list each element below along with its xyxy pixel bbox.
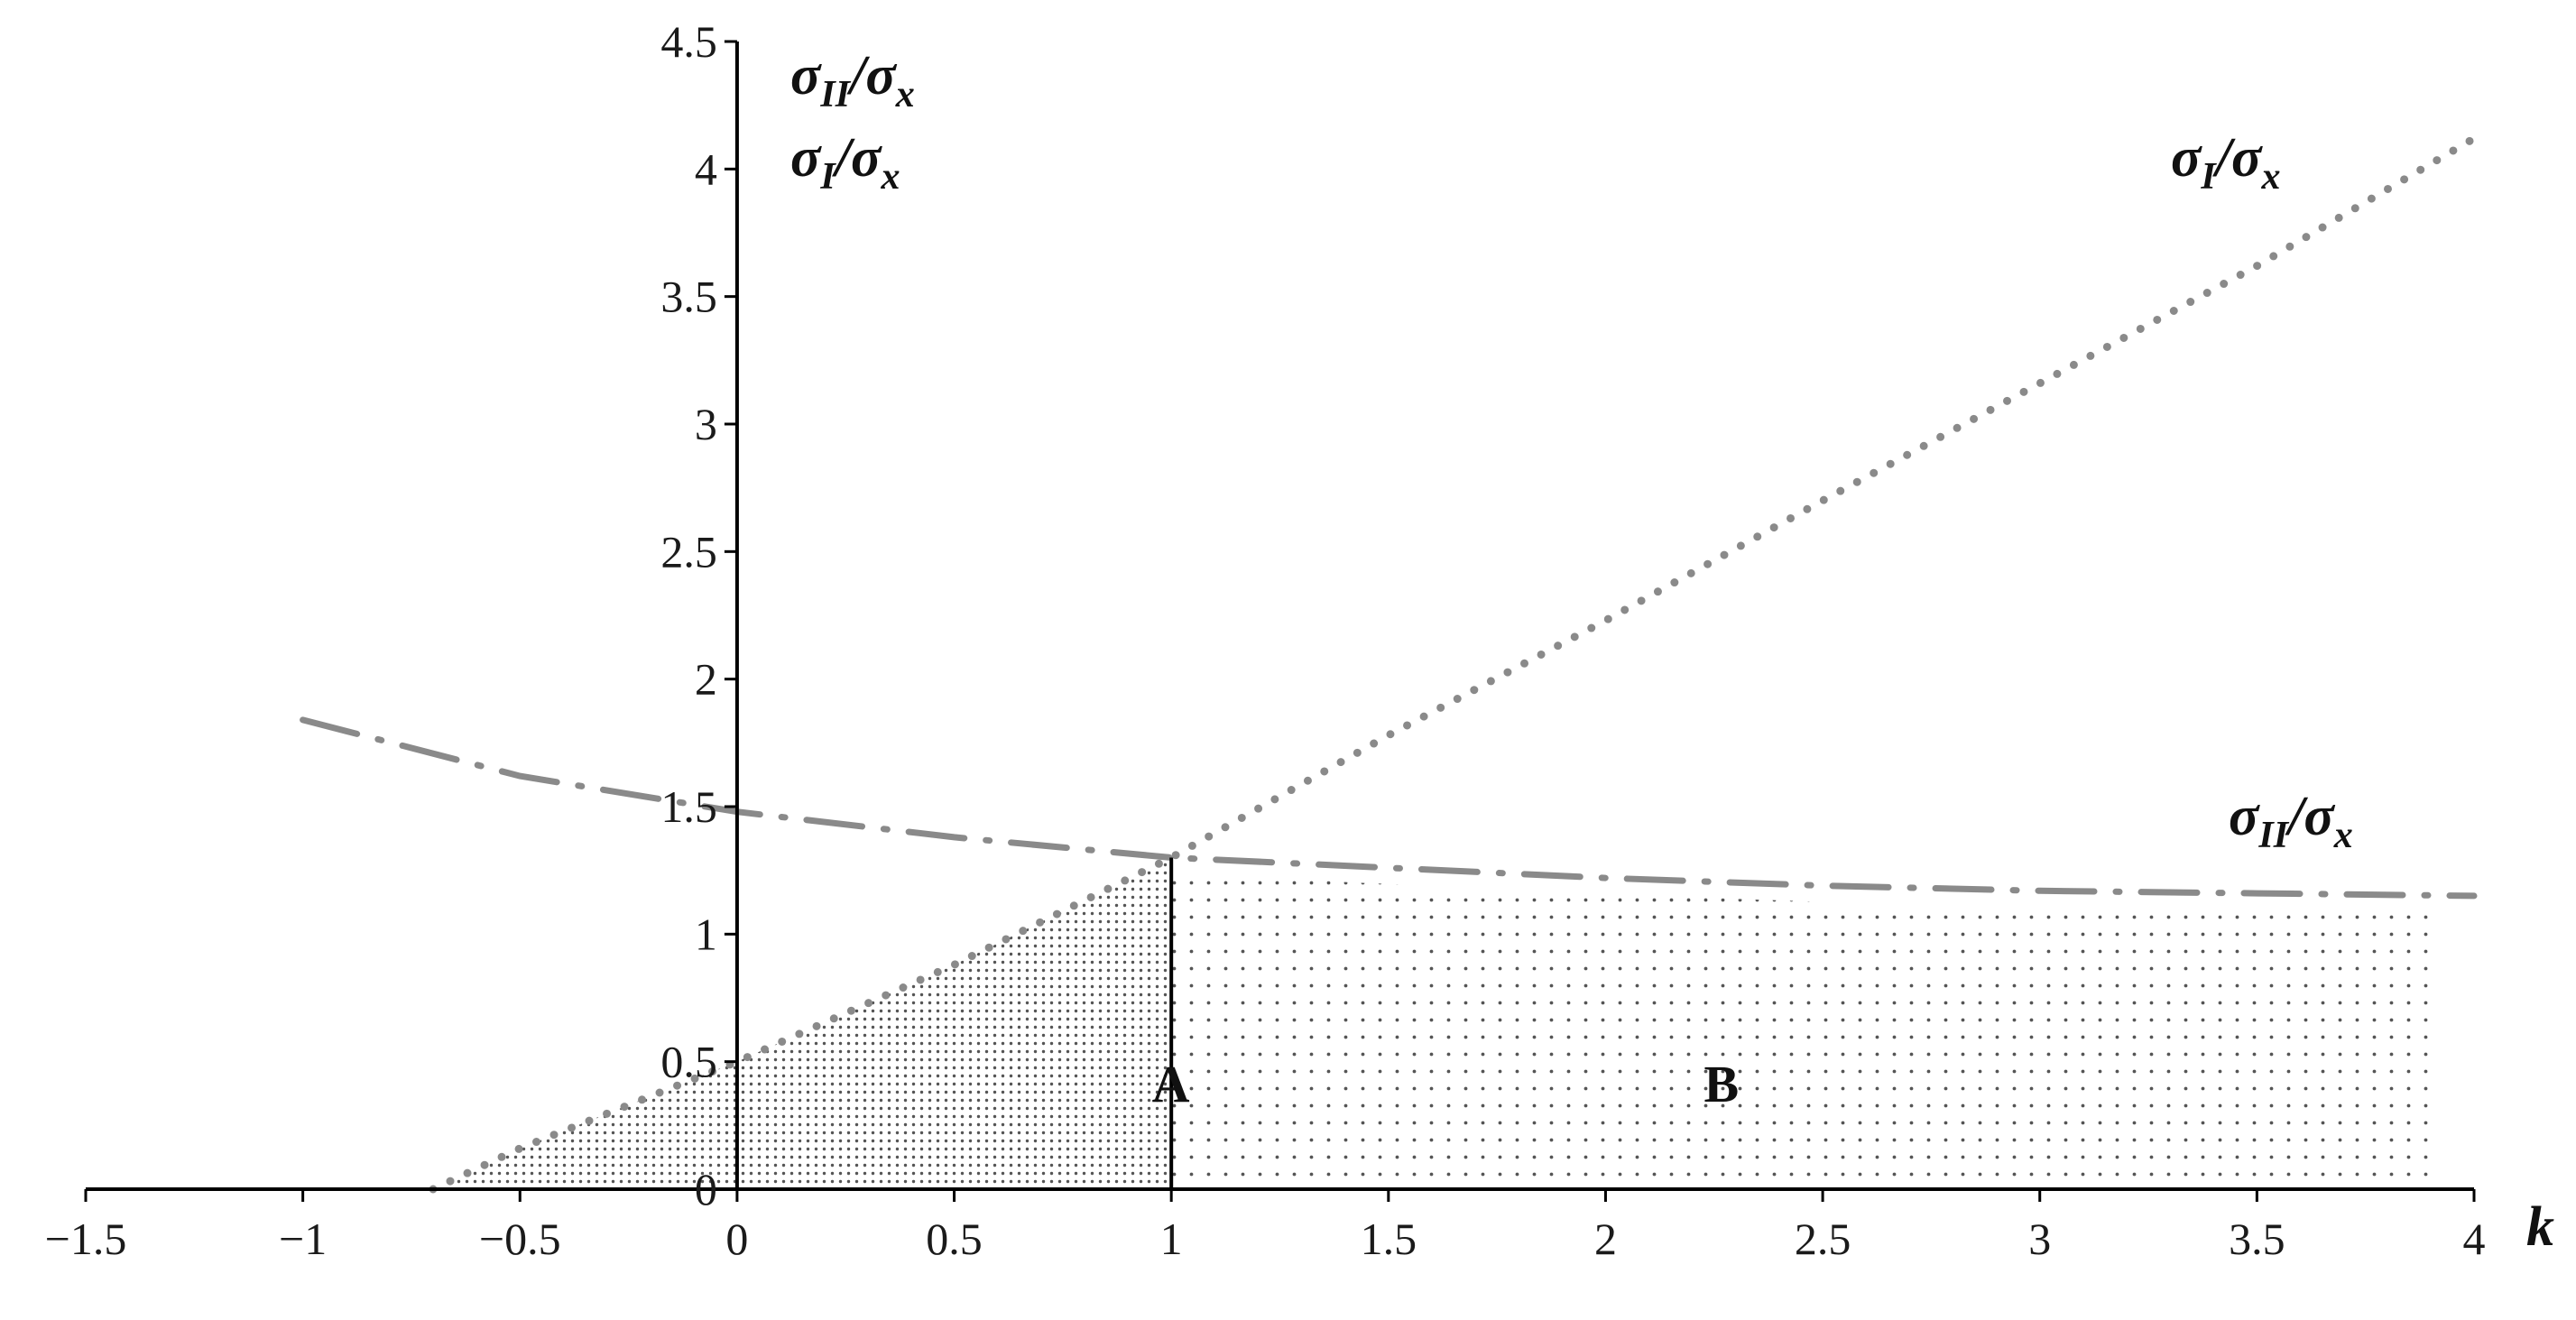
x-tick-label: 1 — [1160, 1214, 1183, 1264]
x-tick-label: 0.5 — [926, 1214, 983, 1264]
x-tick-label: 4 — [2463, 1214, 2486, 1264]
x-tick-label: 3.5 — [2229, 1214, 2285, 1264]
region-b — [1171, 873, 2431, 1189]
y-tick-label: 0.5 — [660, 1037, 717, 1087]
y-axis-label-line1: σII/σx — [790, 45, 915, 115]
series-sigma-ii-line — [300, 716, 2478, 900]
x-tick-label: −0.5 — [479, 1214, 561, 1264]
series-label-sigma-i: σI/σx — [2171, 127, 2280, 198]
x-tick-label: 2 — [1594, 1214, 1617, 1264]
series-sigma-i-line — [429, 134, 2479, 1194]
y-tick-label: 2 — [695, 654, 717, 705]
shaded-regions — [433, 857, 2431, 1189]
x-tick-label: −1.5 — [45, 1214, 127, 1264]
y-tick-label: 2.5 — [660, 526, 717, 577]
x-axis-label: k — [2526, 1196, 2554, 1258]
region-label-b: B — [1704, 1055, 1740, 1113]
y-tick-label: 3.5 — [660, 272, 717, 322]
y-tick-label: 4.5 — [660, 16, 717, 67]
y-tick-label: 3 — [695, 399, 717, 449]
x-tick-label: 1.5 — [1361, 1214, 1417, 1264]
series-lines — [300, 134, 2479, 1194]
axes — [84, 40, 2476, 1202]
region-label-a: A — [1152, 1055, 1190, 1113]
y-tick-label: 1 — [695, 909, 717, 959]
region-a — [433, 857, 1172, 1189]
y-axis-label-line2: σI/σx — [790, 127, 900, 198]
y-tick-label: 0 — [695, 1164, 717, 1214]
y-tick-label: 4 — [695, 143, 717, 194]
x-tick-label: 0 — [725, 1214, 748, 1264]
y-tick-label: 1.5 — [660, 781, 717, 832]
x-tick-label: 2.5 — [1795, 1214, 1851, 1264]
x-tick-label: −1 — [279, 1214, 327, 1264]
x-tick-label: 3 — [2028, 1214, 2051, 1264]
series-label-sigma-ii: σII/σx — [2229, 786, 2353, 856]
tick-labels: −1.5 −1 −0.5 0 0.5 1 1.5 2 2.5 3 3.5 4 0 0.5 1 1.5 2 2.5 3… — [45, 16, 2486, 1264]
